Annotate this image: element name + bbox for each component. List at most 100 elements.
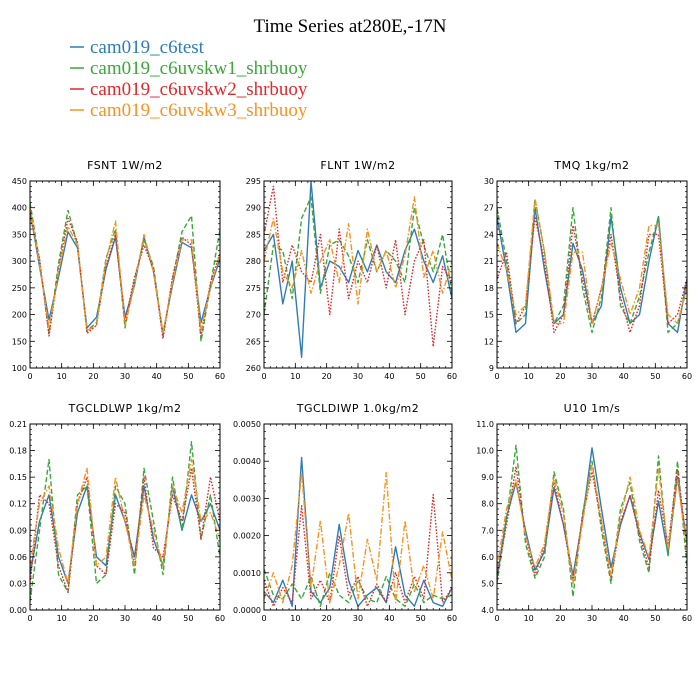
x-tick-label: 50 [416,372,426,381]
x-tick-label: 20 [555,372,565,381]
series-line [264,196,452,305]
y-tick-label: 0.0000 [233,606,261,615]
y-tick-label: 270 [246,311,261,320]
figure-title: Time Series at280E,-17N [254,16,447,37]
x-tick-label: 60 [447,614,457,623]
y-tick-label: 200 [12,311,27,320]
x-tick-label: 0 [494,614,499,623]
chart-panel: U10 1m/s 0 10 20 30 40 50 60 4.0 5.0 6.0 7.0 8.0 9.0 1… [476,402,692,623]
x-tick-label: 30 [120,372,130,381]
y-tick-label: 290 [246,204,261,213]
x-tick-label: 50 [650,614,660,623]
series-line [264,471,452,604]
y-tick-label: 18 [484,284,494,293]
panel-title: U10 1m/s [564,402,621,415]
x-tick-label: 40 [152,614,162,623]
legend: cam019_c6testcam019_c6uvskw1_shrbuoycam0… [70,37,308,121]
y-tick-label: 0.0020 [233,532,261,541]
x-tick-label: 50 [183,614,193,623]
y-tick-label: 0.03 [9,579,27,588]
plot-frame [29,423,221,611]
y-tick-label: 24 [484,230,494,239]
x-tick-label: 40 [619,614,629,623]
x-tick-label: 10 [290,372,300,381]
x-tick-label: 30 [587,372,597,381]
y-tick-label: 300 [12,257,27,266]
x-tick-label: 0 [261,372,266,381]
x-tick-label: 10 [290,614,300,623]
y-tick-label: 280 [246,257,261,266]
series-line [264,181,452,358]
y-tick-label: 260 [246,364,261,373]
series-line [30,467,220,593]
x-tick-label: 20 [322,372,332,381]
y-tick-label: 11.0 [476,420,494,429]
y-tick-label: 0.21 [9,420,27,429]
x-tick-label: 30 [353,614,363,623]
x-tick-label: 20 [88,614,98,623]
panel-title: TMQ 1kg/m2 [553,159,629,172]
x-tick-label: 10 [524,372,534,381]
chart-panel: FLNT 1W/m2 0 10 20 30 40 50 60 260 265 270 275 280 28… [246,159,457,381]
panel-title: FLNT 1W/m2 [320,159,395,172]
series-line [497,198,687,334]
y-tick-label: 100 [12,364,27,373]
series-line [264,196,452,315]
y-tick-label: 7.0 [481,526,494,535]
series-line [30,485,220,585]
y-tick-label: 4.0 [481,606,494,615]
x-tick-label: 0 [261,614,266,623]
series-line [497,465,687,582]
x-tick-label: 60 [682,372,692,381]
series-line [264,568,452,607]
legend-label: cam019_c6uvskw2_shrbuoy [90,79,308,100]
panel-title: TGCLDLWP 1kg/m2 [68,402,182,415]
x-tick-label: 50 [416,614,426,623]
x-tick-label: 0 [27,614,32,623]
y-tick-label: 12 [484,337,494,346]
panel-title: TGCLDIWP 1.0kg/m2 [296,402,420,415]
y-tick-label: 5.0 [481,579,494,588]
y-tick-label: 0.0010 [233,569,261,578]
y-tick-label: 285 [246,230,261,239]
y-tick-label: 30 [484,177,494,186]
y-tick-label: 21 [484,257,494,266]
series-line [30,210,220,334]
y-tick-label: 0.09 [9,526,27,535]
x-tick-label: 50 [183,372,193,381]
y-tick-label: 150 [12,337,27,346]
series-line [497,463,687,585]
x-tick-label: 40 [152,372,162,381]
y-tick-label: 9.0 [481,473,494,482]
y-tick-label: 15 [484,311,494,320]
y-tick-label: 0.18 [9,447,27,456]
y-tick-label: 10.0 [476,447,494,456]
y-tick-label: 350 [12,230,27,239]
panel-title: FSNT 1W/m2 [87,159,163,172]
series-line [30,207,220,334]
y-tick-label: 0.15 [9,473,27,482]
series-line [264,185,452,348]
y-tick-label: 27 [484,204,494,213]
chart-panel: TGCLDLWP 1kg/m2 0 10 20 30 40 50 60 0.00 0.03 0.06… [9,402,225,623]
y-tick-label: 0.0050 [233,420,261,429]
x-tick-label: 20 [322,614,332,623]
y-tick-label: 9 [489,364,494,373]
x-tick-label: 10 [57,372,67,381]
y-tick-label: 265 [246,337,261,346]
x-tick-label: 40 [384,372,394,381]
x-tick-label: 10 [524,614,534,623]
chart-panel: FSNT 1W/m2 0 10 20 30 40 50 60 100 150 200 250 300 35… [12,159,225,381]
panels: FSNT 1W/m20 10 20 30 40 50 6010015020025030035… [9,159,692,623]
y-tick-label: 0.0040 [233,457,261,466]
x-tick-label: 60 [215,614,225,623]
series-line [30,202,220,342]
x-tick-label: 40 [384,614,394,623]
x-tick-label: 40 [619,372,629,381]
y-tick-label: 0.12 [9,500,27,509]
y-tick-label: 400 [12,204,27,213]
x-tick-label: 30 [353,372,363,381]
series-line [264,494,452,607]
series-line [30,441,220,602]
